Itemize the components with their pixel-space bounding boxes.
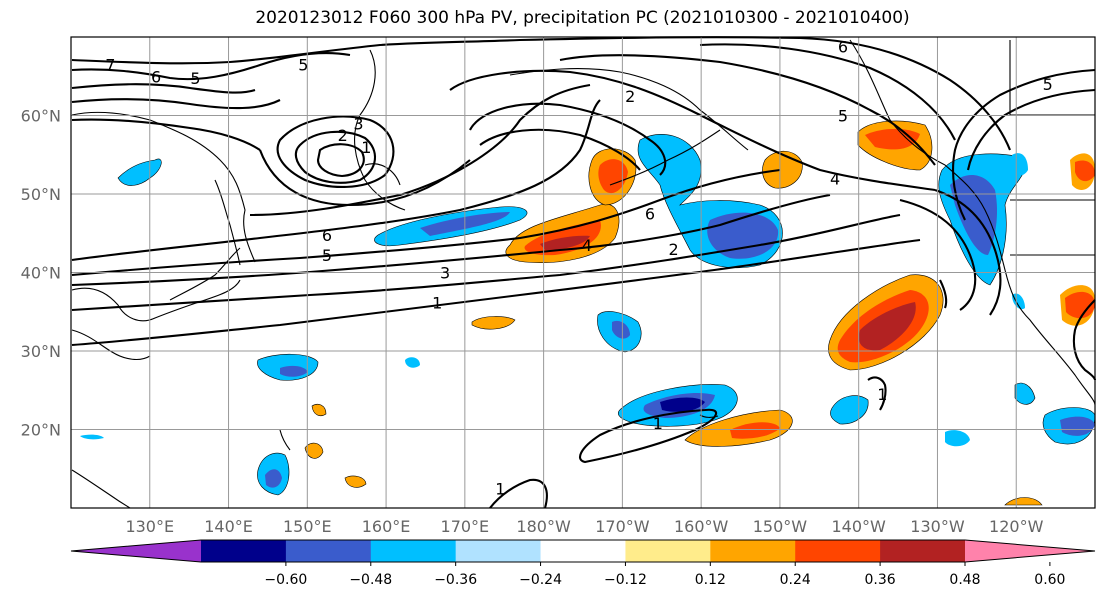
- contour-label: 7: [105, 55, 115, 74]
- longitude-label: 180°W: [516, 517, 571, 536]
- colorbar-tick-label: 0.60: [1034, 572, 1065, 588]
- contour-label: 2: [338, 126, 348, 145]
- contour-label: 6: [645, 205, 655, 224]
- longitude-label: 170°W: [595, 517, 650, 536]
- contour-label: 1: [495, 479, 505, 498]
- longitude-label: 170°E: [441, 517, 490, 536]
- colorbar-tick-label: 0.48: [949, 572, 980, 588]
- longitude-label: 130°W: [910, 517, 965, 536]
- colorbar-tick-label: −0.36: [434, 572, 477, 588]
- contour-label: 5: [190, 69, 200, 88]
- longitude-label: 120°W: [989, 517, 1044, 536]
- colorbar-tick-label: −0.60: [264, 572, 307, 588]
- colorbar-tick-label: −0.48: [349, 572, 392, 588]
- colorbar-segment: [710, 540, 796, 562]
- colorbar-extend-high: [965, 540, 1095, 562]
- latitude-label: 40°N: [21, 264, 61, 283]
- colorbar-tick-label: −0.24: [519, 572, 562, 588]
- contour-label: 4: [830, 169, 840, 188]
- longitude-label: 150°E: [283, 517, 332, 536]
- colorbar-segment: [201, 540, 287, 562]
- colorbar-segment: [285, 540, 372, 562]
- contour-label: 2: [625, 87, 635, 106]
- contour-label: 4: [582, 236, 592, 255]
- contour-label: 5: [298, 55, 308, 74]
- colorbar-segment: [625, 540, 711, 562]
- longitude-labels: 130°E 140°E 150°E 160°E 170°E 180°W 170°W 160°W…: [125, 517, 1043, 536]
- contour-label: 6: [322, 226, 332, 245]
- contour-label: 1: [361, 138, 371, 157]
- longitude-label: 150°W: [753, 517, 808, 536]
- latitude-label: 60°N: [21, 107, 61, 126]
- latitude-label: 50°N: [21, 185, 61, 204]
- coastline-layer: [71, 39, 1096, 509]
- colorbar-segment: [455, 540, 542, 562]
- colorbar-tick-label: 0.36: [865, 572, 896, 588]
- map-frame: [70, 36, 1096, 509]
- longitude-label: 130°E: [125, 517, 174, 536]
- colorbar-segment: [540, 540, 626, 562]
- latitude-label: 20°N: [21, 421, 61, 440]
- colorbar-segment: [370, 540, 457, 562]
- contour-label: 3: [353, 114, 363, 133]
- colorbar-tick-label: 0.24: [780, 572, 811, 588]
- colorbar-segment: [880, 540, 966, 562]
- contour-label: 3: [440, 264, 450, 283]
- longitude-label: 160°E: [362, 517, 411, 536]
- map-title: 2020123012 F060 300 hPa PV, precipitatio…: [255, 8, 910, 28]
- latitude-labels: 20°N 30°N 40°N 50°N 60°N: [21, 107, 61, 440]
- longitude-label: 140°E: [204, 517, 253, 536]
- colorbar-segment: [795, 540, 881, 562]
- contour-label: 2: [668, 240, 678, 259]
- colorbar-tick-label: −0.12: [604, 572, 647, 588]
- colorbar: −0.60 −0.48 −0.36 −0.24 −0.12 0.12 0.24 0.36 0.4…: [70, 539, 1096, 588]
- precipitation-fill-layer: [80, 120, 1096, 506]
- contour-label: 5: [322, 246, 332, 265]
- longitude-label: 140°W: [832, 517, 887, 536]
- colorbar-extend-low: [71, 540, 201, 562]
- gridlines: [71, 37, 1095, 508]
- contour-label: 5: [838, 107, 848, 126]
- contour-label: 1: [653, 414, 663, 433]
- latitude-label: 30°N: [21, 342, 61, 361]
- contour-label: 1: [877, 385, 887, 404]
- colorbar-tick-label: 0.12: [695, 572, 726, 588]
- contour-label: 6: [151, 67, 161, 86]
- longitude-label: 160°W: [674, 517, 729, 536]
- contour-label: 5: [1043, 75, 1053, 94]
- contour-label: 6: [838, 37, 848, 56]
- contour-label: 1: [432, 293, 442, 312]
